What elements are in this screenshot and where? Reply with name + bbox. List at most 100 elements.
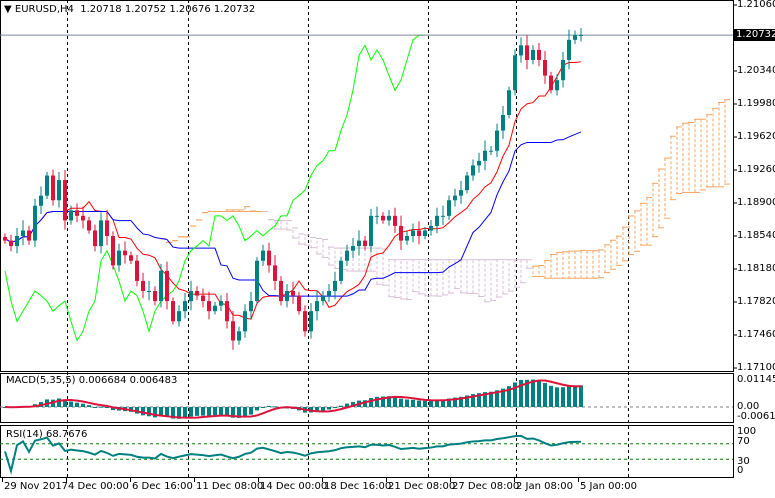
macd-histogram-bar [465,395,469,407]
macd-histogram-bar [177,407,181,419]
bear-candle [273,265,277,281]
senkou-span-a [628,215,634,217]
senkou-span-b [460,259,466,261]
macd-histogram-bar [273,406,277,408]
price-axis-label: 1.19980 [737,98,775,109]
senkou-span-b [448,259,454,261]
rsi-axis-label: 100 [737,426,757,437]
senkou-span-b [484,259,490,261]
senkou-span-a [364,270,370,272]
senkou-span-b [580,277,586,279]
senkou-span-a [286,229,292,231]
senkou-span-a [346,270,352,272]
senkou-span-a [544,260,550,262]
macd-axis-label: 0.00 [737,401,760,412]
senkou-span-b [586,277,592,279]
senkou-span-a [526,267,532,269]
bull-candle [519,45,523,56]
senkou-span-b [478,259,484,261]
macd-histogram-bar [135,407,139,414]
macd-histogram-bar [507,386,511,407]
senkou-span-b [646,244,652,246]
price-axis-label: 1.18540 [737,230,775,241]
macd-histogram-bar [351,401,355,407]
bear-candle [381,215,385,221]
bull-candle [351,246,355,251]
senkou-span-b [472,259,478,261]
senkou-span-b [508,259,514,261]
bull-candle [561,60,565,81]
senkou-span-a [244,206,250,208]
macd-histogram-bar [453,397,457,407]
senkou-span-a [478,296,484,297]
bull-candle [375,215,379,217]
bull-candle [177,311,181,322]
macd-histogram-bar [315,407,319,412]
senkou-span-b [430,259,436,261]
senkou-span-b [682,191,688,193]
bull-candle [441,215,445,217]
senkou-span-b [256,210,262,212]
macd-histogram-bar [483,392,487,407]
bull-candle [69,210,73,221]
macd-histogram-bar [159,407,163,416]
senkou-span-b [658,227,664,229]
senkou-span-a [388,296,394,298]
chart-header: ▼ EURUSD,H4 1.20718 1.20752 1.20676 1.20… [4,4,255,15]
senkou-span-a [652,182,658,184]
macd-panel-frame [0,373,734,423]
senkou-span-a [376,283,382,285]
senkou-span-b [226,210,232,212]
senkou-span-b [358,247,364,249]
macd-histogram-bar [441,399,445,407]
bull-candle [429,225,433,231]
senkou-span-b [214,210,220,212]
macd-histogram-bar [363,400,367,407]
bull-candle [333,280,337,291]
senkou-span-b [208,210,214,212]
macd-histogram-bar [423,400,427,407]
macd-axis-label: -0.00615 [737,411,775,422]
macd-histogram-bar [99,406,103,408]
bear-candle [81,215,85,221]
senkou-span-b [262,210,268,212]
macd-histogram-bar [339,405,343,407]
macd-histogram-bar [183,407,187,419]
macd-histogram-bar [489,391,493,407]
macd-histogram-bar [207,407,211,417]
bear-candle [3,236,7,241]
senkou-span-b [706,186,712,188]
bull-candle [453,195,457,201]
senkou-span-a [442,294,448,296]
bull-candle [513,55,517,91]
macd-histogram-bar [111,407,115,411]
macd-histogram-bar [243,407,247,417]
bear-candle [51,175,55,201]
senkou-span-a [466,292,472,294]
senkou-span-a [718,101,724,103]
macd-histogram-bar [399,398,403,407]
dropdown-triangle-icon[interactable]: ▼ [4,4,12,15]
senkou-span-b [238,210,244,212]
macd-histogram-bar [459,396,463,407]
senkou-span-a [556,251,562,253]
macd-histogram-bar [141,407,145,416]
senkou-span-b [376,247,382,249]
bull-candle [465,175,469,191]
bull-candle [369,215,373,247]
bull-candle [261,250,265,261]
bear-candle [267,250,271,266]
bear-candle [135,260,139,281]
senkou-span-b [622,260,628,262]
senkou-span-b [334,247,340,249]
macd-histogram-bar [69,401,73,407]
bull-candle [57,180,61,201]
chikou-span-line [4,34,426,342]
bear-candle [27,230,31,241]
senkou-span-a [304,244,310,246]
senkou-span-a [238,209,244,211]
senkou-span-b [652,236,658,238]
macd-histogram-bar [375,396,379,407]
senkou-span-a [316,253,322,255]
